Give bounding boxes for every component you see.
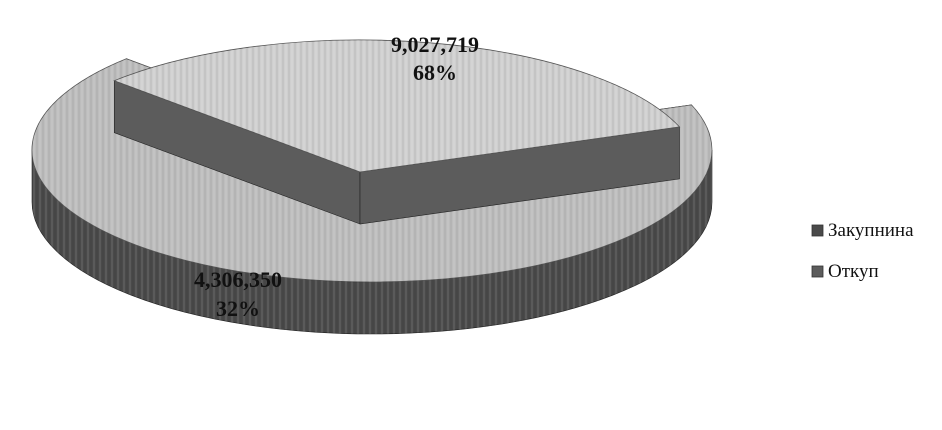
legend-label-otkup: Откуп xyxy=(828,261,879,282)
slice-percent-label-otkup: 32% xyxy=(216,296,260,321)
legend: Закупнина Откуп xyxy=(811,220,914,282)
slice-top-texture-1 xyxy=(114,39,680,172)
legend-swatch-otkup xyxy=(811,265,824,278)
slice-percent-label-zakupnina: 68% xyxy=(413,60,457,85)
slice-value-label-otkup: 4,306,350 xyxy=(194,267,282,292)
legend-label-zakupnina: Закупнина xyxy=(828,220,914,241)
pie-labels: 9,027,719 68% 4,306,350 32% xyxy=(194,32,479,321)
slice-value-label-zakupnina: 9,027,719 xyxy=(391,32,479,57)
slice-side-texture-0 xyxy=(32,150,712,334)
pie-slices xyxy=(31,39,713,335)
legend-swatch-zakupnina xyxy=(811,224,824,237)
